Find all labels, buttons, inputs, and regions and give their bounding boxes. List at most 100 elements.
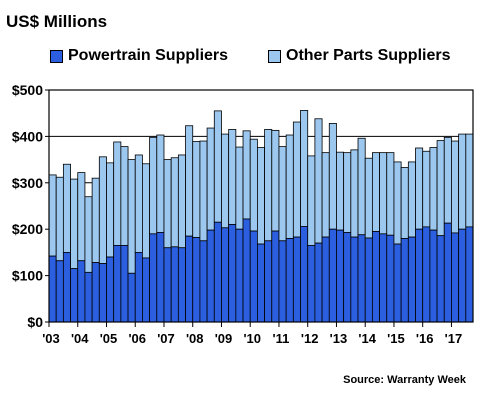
bar-other-parts — [134, 154, 143, 253]
bar-powertrain — [213, 221, 222, 323]
bar-other-parts — [271, 129, 280, 232]
bar-powertrain — [371, 231, 380, 323]
bar-powertrain — [343, 232, 352, 323]
bar-other-parts — [228, 129, 237, 225]
bar-powertrain — [91, 262, 100, 323]
plot-border — [48, 89, 474, 323]
bar-other-parts — [163, 159, 172, 249]
bar-other-parts — [429, 147, 438, 231]
bar-powertrain — [285, 238, 294, 323]
x-tick-label: '16 — [416, 331, 434, 346]
bar-powertrain — [221, 227, 230, 323]
bar-powertrain — [120, 245, 129, 323]
bar-powertrain — [400, 238, 409, 323]
legend-swatch-powertrain — [50, 49, 63, 63]
x-tick-label: '03 — [42, 331, 60, 346]
bar-powertrain — [443, 222, 452, 323]
bar-other-parts — [242, 130, 251, 220]
bar-powertrain — [48, 255, 57, 323]
bar-other-parts — [199, 140, 208, 242]
bar-other-parts — [458, 133, 467, 230]
bar-other-parts — [350, 149, 359, 238]
chart-title: US$ Millions — [6, 12, 108, 31]
legend-item-other-parts: Other Parts Suppliers — [268, 47, 451, 65]
bar-powertrain — [84, 271, 93, 323]
bar-other-parts — [278, 146, 287, 242]
bar-other-parts — [465, 133, 474, 228]
legend-swatch-other-parts — [268, 49, 281, 63]
y-tick-label: $200 — [12, 221, 43, 237]
bar-other-parts — [343, 152, 352, 233]
bar-other-parts — [285, 134, 294, 239]
bar-other-parts — [422, 150, 431, 228]
bar-other-parts — [364, 157, 373, 239]
bar-powertrain — [98, 263, 107, 323]
bar-other-parts — [62, 163, 71, 253]
bar-other-parts — [192, 141, 201, 238]
bar-powertrain — [407, 236, 416, 323]
bar-other-parts — [91, 177, 100, 264]
x-tick-label: '10 — [243, 331, 261, 346]
bar-other-parts — [321, 152, 330, 238]
bar-powertrain — [206, 229, 215, 323]
bar-powertrain — [106, 256, 115, 323]
bar-powertrain — [62, 251, 71, 323]
bar-other-parts — [357, 137, 366, 236]
bar-powertrain — [328, 228, 337, 323]
bar-powertrain — [257, 243, 265, 323]
bar-other-parts — [436, 140, 445, 237]
y-tick-label: $0 — [27, 314, 43, 330]
bar-other-parts — [98, 156, 107, 264]
bar-powertrain — [314, 242, 323, 323]
bar-powertrain — [300, 226, 309, 323]
source-note: Source: Warranty Week — [343, 374, 466, 386]
y-tick-label: $300 — [12, 175, 43, 191]
x-tick-label: '13 — [330, 331, 348, 346]
bar-other-parts — [264, 129, 273, 242]
x-tick-label: '11 — [273, 331, 290, 346]
bar-powertrain — [364, 237, 373, 323]
bar-powertrain — [458, 228, 467, 323]
y-tick-label: $400 — [12, 128, 43, 144]
bar-powertrain — [113, 245, 122, 323]
bar-other-parts — [292, 121, 301, 238]
bar-powertrain — [127, 272, 136, 323]
bar-other-parts — [221, 133, 230, 229]
x-tick-label: '08 — [186, 331, 204, 346]
bar-powertrain — [350, 236, 359, 323]
bar-other-parts — [257, 147, 265, 245]
bar-powertrain — [142, 257, 151, 323]
bar-other-parts — [336, 151, 345, 231]
bar-powertrain — [278, 240, 287, 323]
bar-powertrain — [149, 233, 158, 323]
bar-other-parts — [84, 196, 93, 273]
bar-powertrain — [386, 234, 395, 323]
bar-other-parts — [149, 136, 158, 235]
bar-other-parts — [113, 141, 122, 246]
bar-other-parts — [48, 174, 57, 257]
bar-other-parts — [400, 167, 409, 239]
bar-other-parts — [249, 138, 258, 232]
x-tick-label: '15 — [387, 331, 405, 346]
x-tick-label: '17 — [445, 331, 463, 346]
bar-other-parts — [443, 136, 452, 224]
y-tick-label: $500 — [12, 82, 43, 98]
bar-other-parts — [177, 154, 186, 249]
bar-other-parts — [77, 172, 86, 262]
bar-other-parts — [371, 152, 380, 232]
x-tick-label: '07 — [157, 331, 175, 346]
bar-powertrain — [228, 224, 237, 323]
x-tick-label: '12 — [301, 331, 319, 346]
bar-powertrain — [242, 218, 251, 323]
bar-other-parts — [206, 127, 215, 231]
bar-powertrain — [336, 229, 345, 323]
bar-other-parts — [106, 162, 115, 258]
bar-powertrain — [292, 236, 301, 323]
bar-powertrain — [465, 226, 474, 323]
bar-powertrain — [393, 243, 402, 323]
bar-powertrain — [70, 268, 79, 323]
bar-powertrain — [357, 234, 366, 323]
bar-powertrain — [429, 229, 438, 323]
